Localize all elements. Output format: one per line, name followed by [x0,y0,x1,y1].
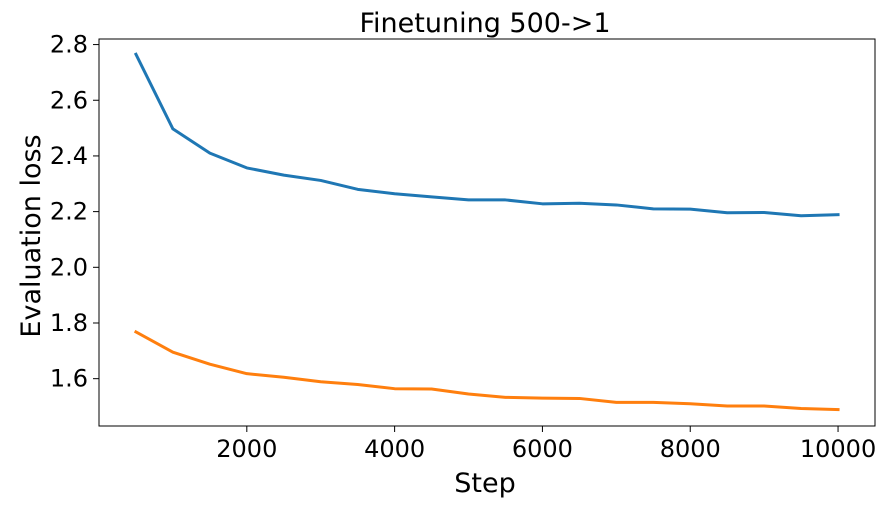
y-tick-label: 2.0 [50,253,88,281]
y-tick-label: 2.6 [50,86,88,114]
y-tick-label: 2.4 [50,142,88,170]
x-tick-label: 6000 [512,435,573,463]
y-tick-label: 1.8 [50,309,88,337]
chart-title: Finetuning 500->1 [359,8,610,39]
y-tick-label: 2.8 [50,31,88,59]
x-tick-label: 10000 [800,435,876,463]
x-tick-label: 8000 [660,435,721,463]
series-line-1 [133,52,840,218]
x-tick-label: 4000 [364,435,425,463]
plot-area [98,38,876,427]
x-tick-label: 2000 [216,435,277,463]
y-tick-label: 2.2 [50,198,88,226]
series-line-2 [133,329,840,412]
y-axis-label: Evaluation loss [16,134,47,337]
y-tick-label: 1.6 [50,365,88,393]
y-axis: 1.6 1.8 2.0 2.2 2.4 2.6 2.8 [50,31,99,393]
x-axis-label: Step [454,468,515,499]
series-layer [133,52,840,412]
plot-frame [98,38,876,427]
x-axis: 2000 4000 6000 8000 10000 [216,426,876,463]
